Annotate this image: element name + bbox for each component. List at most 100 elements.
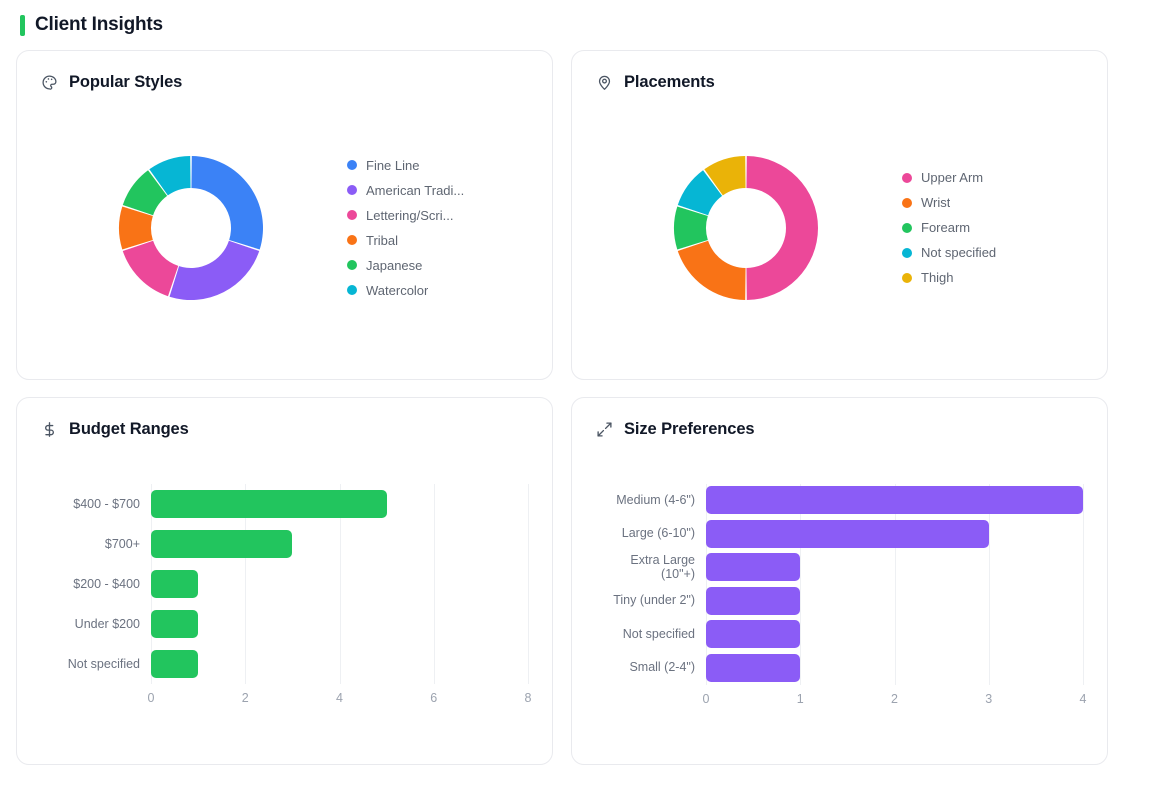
axis-tick-label: 8 (524, 691, 532, 705)
legend-placements: Upper Arm Wrist Forearm Not specified Thigh (896, 170, 996, 285)
bar-track (706, 553, 1083, 582)
legend-label: Upper Arm (921, 170, 984, 185)
donut-segment[interactable] (704, 155, 746, 195)
gridline (245, 484, 247, 684)
legend-item[interactable]: Tribal (347, 233, 464, 248)
bar-row: Large (6-10") (596, 517, 1083, 551)
bar-category-label: Not specified (67, 656, 140, 671)
legend-label: Japanese (366, 257, 423, 273)
card-popular-styles: Popular Styles Fine Line American Tradi..… (16, 50, 553, 380)
bar-track (151, 530, 528, 558)
bar-fill[interactable] (706, 586, 801, 615)
insights-grid: Popular Styles Fine Line American Tradi..… (16, 50, 1156, 765)
legend-color-dot (347, 260, 357, 270)
axis-tick-label: 1 (796, 691, 804, 706)
bar-row: Extra Large (10"+) (596, 551, 1083, 585)
legend-item[interactable]: Forearm (902, 220, 996, 235)
axis-spacer (41, 691, 151, 709)
axis-tick-label: 2 (241, 691, 249, 705)
bar-fill[interactable] (151, 530, 293, 558)
bar-fill[interactable] (151, 570, 199, 598)
bar-category-label: Medium (4-6") (616, 492, 695, 507)
legend-color-dot (902, 222, 912, 233)
legend-item[interactable]: Not specified (902, 245, 996, 260)
donut-segment[interactable] (169, 240, 260, 300)
bar-chart-size-preferences: Medium (4-6") Large (6-10") Extra Large (1… (596, 483, 1086, 710)
card-header: Budget Ranges (41, 420, 528, 439)
gridline (988, 483, 990, 685)
card-placements: Placements Upper Arm Wrist Forearm Not spec… (571, 50, 1108, 380)
legend-label: Fine Line (366, 157, 420, 173)
card-title: Budget Ranges (69, 420, 189, 438)
card-header: Popular Styles (41, 73, 528, 92)
bar-fill[interactable] (706, 653, 801, 682)
bar-fill[interactable] (151, 650, 199, 678)
legend-item[interactable]: Wrist (902, 195, 996, 210)
bar-track (706, 620, 1083, 649)
x-axis-ticks: 0 2 4 6 8 (148, 691, 532, 709)
axis-tick-label: 3 (985, 691, 993, 706)
donut-svg (674, 155, 819, 300)
bar-row: Under $200 (41, 604, 528, 644)
bar-fill[interactable] (151, 490, 387, 518)
bar-row: Not specified (41, 644, 528, 684)
gridline (528, 484, 529, 684)
bar-fill[interactable] (706, 486, 1083, 515)
legend-label: Tribal (366, 232, 399, 248)
legend-item[interactable]: Upper Arm (902, 170, 996, 185)
legend-item[interactable]: Watercolor (347, 283, 464, 298)
donut-segment[interactable] (746, 155, 819, 300)
bar-rows: Medium (4-6") Large (6-10") Extra Large (1… (596, 484, 1083, 685)
card-budget-ranges: Budget Ranges $400 - $700 $700+ $200 - $40… (16, 397, 553, 765)
page-title: Client Insights (35, 14, 163, 35)
bar-track (151, 610, 528, 638)
legend-label: Forearm (921, 220, 971, 235)
legend-item[interactable]: Japanese (347, 258, 464, 273)
legend-item[interactable]: Thigh (902, 270, 996, 285)
donut-segment[interactable] (122, 240, 179, 296)
bar-row: Tiny (under 2") (596, 584, 1083, 618)
chart-gridlines (706, 483, 1084, 685)
bar-track (706, 519, 1083, 548)
legend-label: Watercolor (366, 282, 429, 298)
donut-segment[interactable] (674, 206, 708, 249)
legend-label: Thigh (921, 270, 954, 285)
donut-chart-body: Fine Line American Tradi... Lettering/Scri… (41, 98, 528, 357)
donut-segment[interactable] (122, 169, 168, 215)
donut-segment[interactable] (677, 240, 746, 300)
legend-item[interactable]: American Tradi... (347, 183, 464, 198)
title-accent-bar (20, 14, 25, 36)
donut-segment[interactable] (149, 155, 191, 195)
card-title: Placements (624, 73, 715, 91)
legend-color-dot (902, 272, 912, 283)
legend-item[interactable]: Fine Line (347, 158, 464, 173)
legend-color-dot (347, 235, 357, 245)
legend-popular-styles: Fine Line American Tradi... Lettering/Scri… (341, 158, 464, 298)
gridline (339, 484, 341, 684)
axis-tick-label: 4 (336, 691, 343, 705)
donut-segment[interactable] (119, 206, 153, 249)
bar-category-label: Tiny (under 2") (613, 593, 695, 608)
bar-track (151, 650, 528, 678)
donut-segment[interactable] (191, 155, 263, 249)
donut-segment[interactable] (677, 169, 723, 215)
donut-chart-body: Upper Arm Wrist Forearm Not specified Thigh (596, 98, 1083, 357)
axis-tick-label: 0 (702, 691, 710, 706)
bar-category-label: Not specified (622, 626, 695, 641)
legend-color-dot (347, 210, 357, 220)
bar-category-label: Large (6-10") (621, 526, 695, 541)
bar-row: Medium (4-6") (596, 484, 1083, 518)
gridline (706, 483, 707, 685)
legend-color-dot (347, 185, 357, 195)
bar-fill[interactable] (706, 553, 801, 582)
bar-fill[interactable] (706, 519, 989, 548)
legend-item[interactable]: Lettering/Scri... (347, 208, 464, 223)
legend-color-dot (347, 160, 357, 170)
bar-fill[interactable] (706, 620, 801, 649)
bar-fill[interactable] (151, 610, 199, 638)
card-header: Placements (596, 73, 1083, 92)
donut-chart-placements (596, 148, 896, 308)
axis-spacer (596, 692, 706, 710)
gridline (433, 484, 435, 684)
